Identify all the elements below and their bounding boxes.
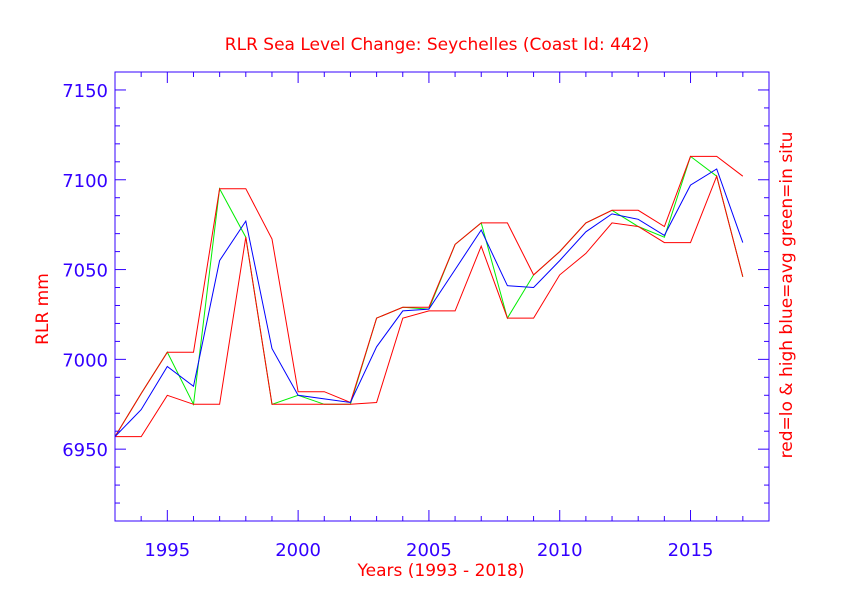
tick-layer: 1995 2000 2005 2010 2015 6950 7000 7050 7100 7150 [62,71,770,561]
series-line-avg [114,168,744,437]
y-tick-label: 7150 [62,81,108,102]
y-tick-label: 7050 [62,261,108,282]
series-line-low [115,174,744,438]
series-line-in-situ [114,155,744,437]
x-tick-label: 2010 [537,540,583,561]
y-tick-label: 6950 [62,440,108,461]
plot-frame [114,71,770,522]
series-line-high [114,155,744,437]
x-tick-label: 2015 [668,540,714,561]
y-axis-label-right: red=lo & high blue=avg green=in situ [777,132,797,459]
y-axis-label: RLR mm [33,273,53,345]
x-tick-label: 2000 [275,540,321,561]
y-tick-label: 7000 [62,350,108,371]
x-tick-label: 1995 [144,540,190,561]
y-tick-label: 7100 [62,171,108,192]
x-tick-label: 2005 [406,540,452,561]
chart-title: RLR Sea Level Change: Seychelles (Coast … [225,35,649,55]
x-axis-label: Years (1993 - 2018) [357,561,525,581]
series-layer [114,155,744,438]
